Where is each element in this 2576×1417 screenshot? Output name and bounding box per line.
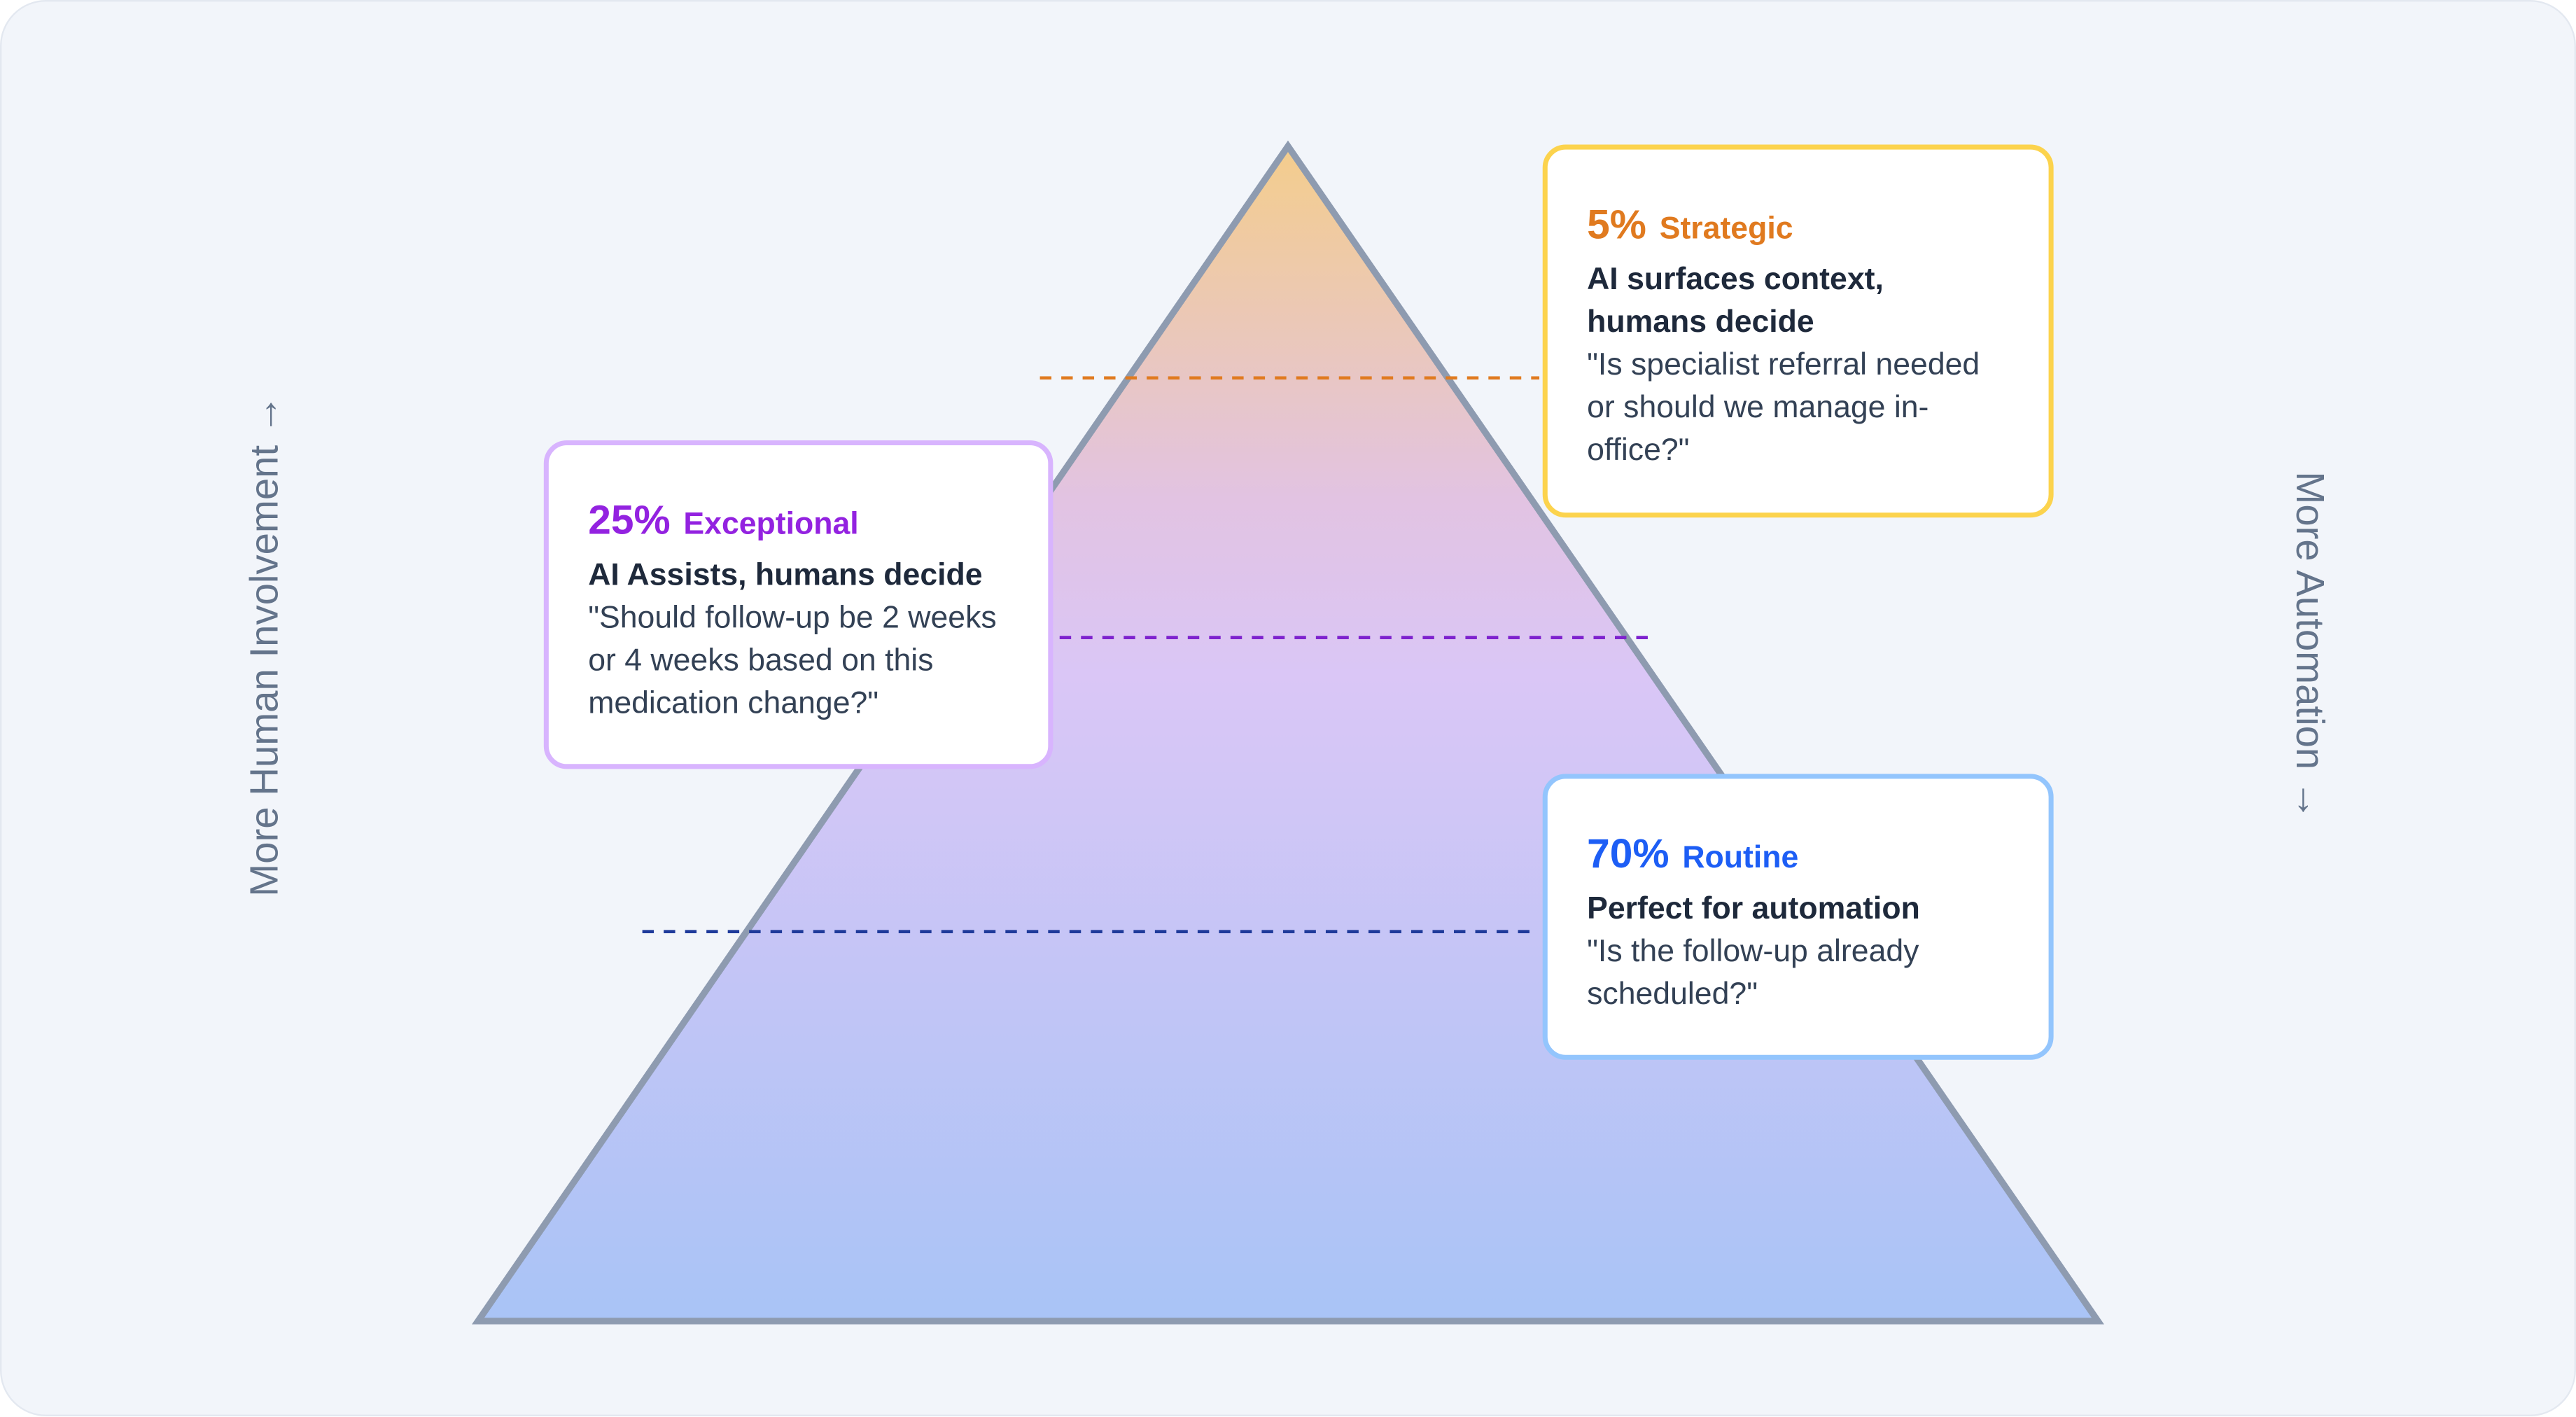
strategic-card: 5% Strategic AI surfaces context, humans… bbox=[1542, 144, 2054, 518]
exceptional-percent: 25% bbox=[588, 498, 671, 544]
right-axis-label: More Automation → bbox=[2286, 471, 2332, 821]
strategic-percent: 5% bbox=[1587, 202, 1646, 249]
exceptional-card: 25% Exceptional AI Assists, humans decid… bbox=[543, 440, 1054, 769]
routine-card: 70% Routine Perfect for automation "Is t… bbox=[1542, 774, 2054, 1060]
strategic-title: AI surfaces context, humans decide bbox=[1587, 263, 1884, 340]
routine-title: Perfect for automation bbox=[1587, 892, 1920, 927]
exceptional-quote: "Should follow-up be 2 weeks or 4 weeks … bbox=[588, 601, 997, 722]
exceptional-title: AI Assists, humans decide bbox=[588, 558, 983, 594]
strategic-category: Strategic bbox=[1659, 211, 1793, 247]
routine-percent: 70% bbox=[1587, 831, 1670, 878]
exceptional-category: Exceptional bbox=[683, 508, 859, 543]
routine-quote: "Is the follow-up already scheduled?" bbox=[1587, 935, 1919, 1012]
left-axis-label: More Human Involvement → bbox=[243, 394, 288, 897]
routine-category: Routine bbox=[1682, 841, 1799, 876]
strategic-quote: "Is specialist referral needed or should… bbox=[1587, 348, 1980, 468]
